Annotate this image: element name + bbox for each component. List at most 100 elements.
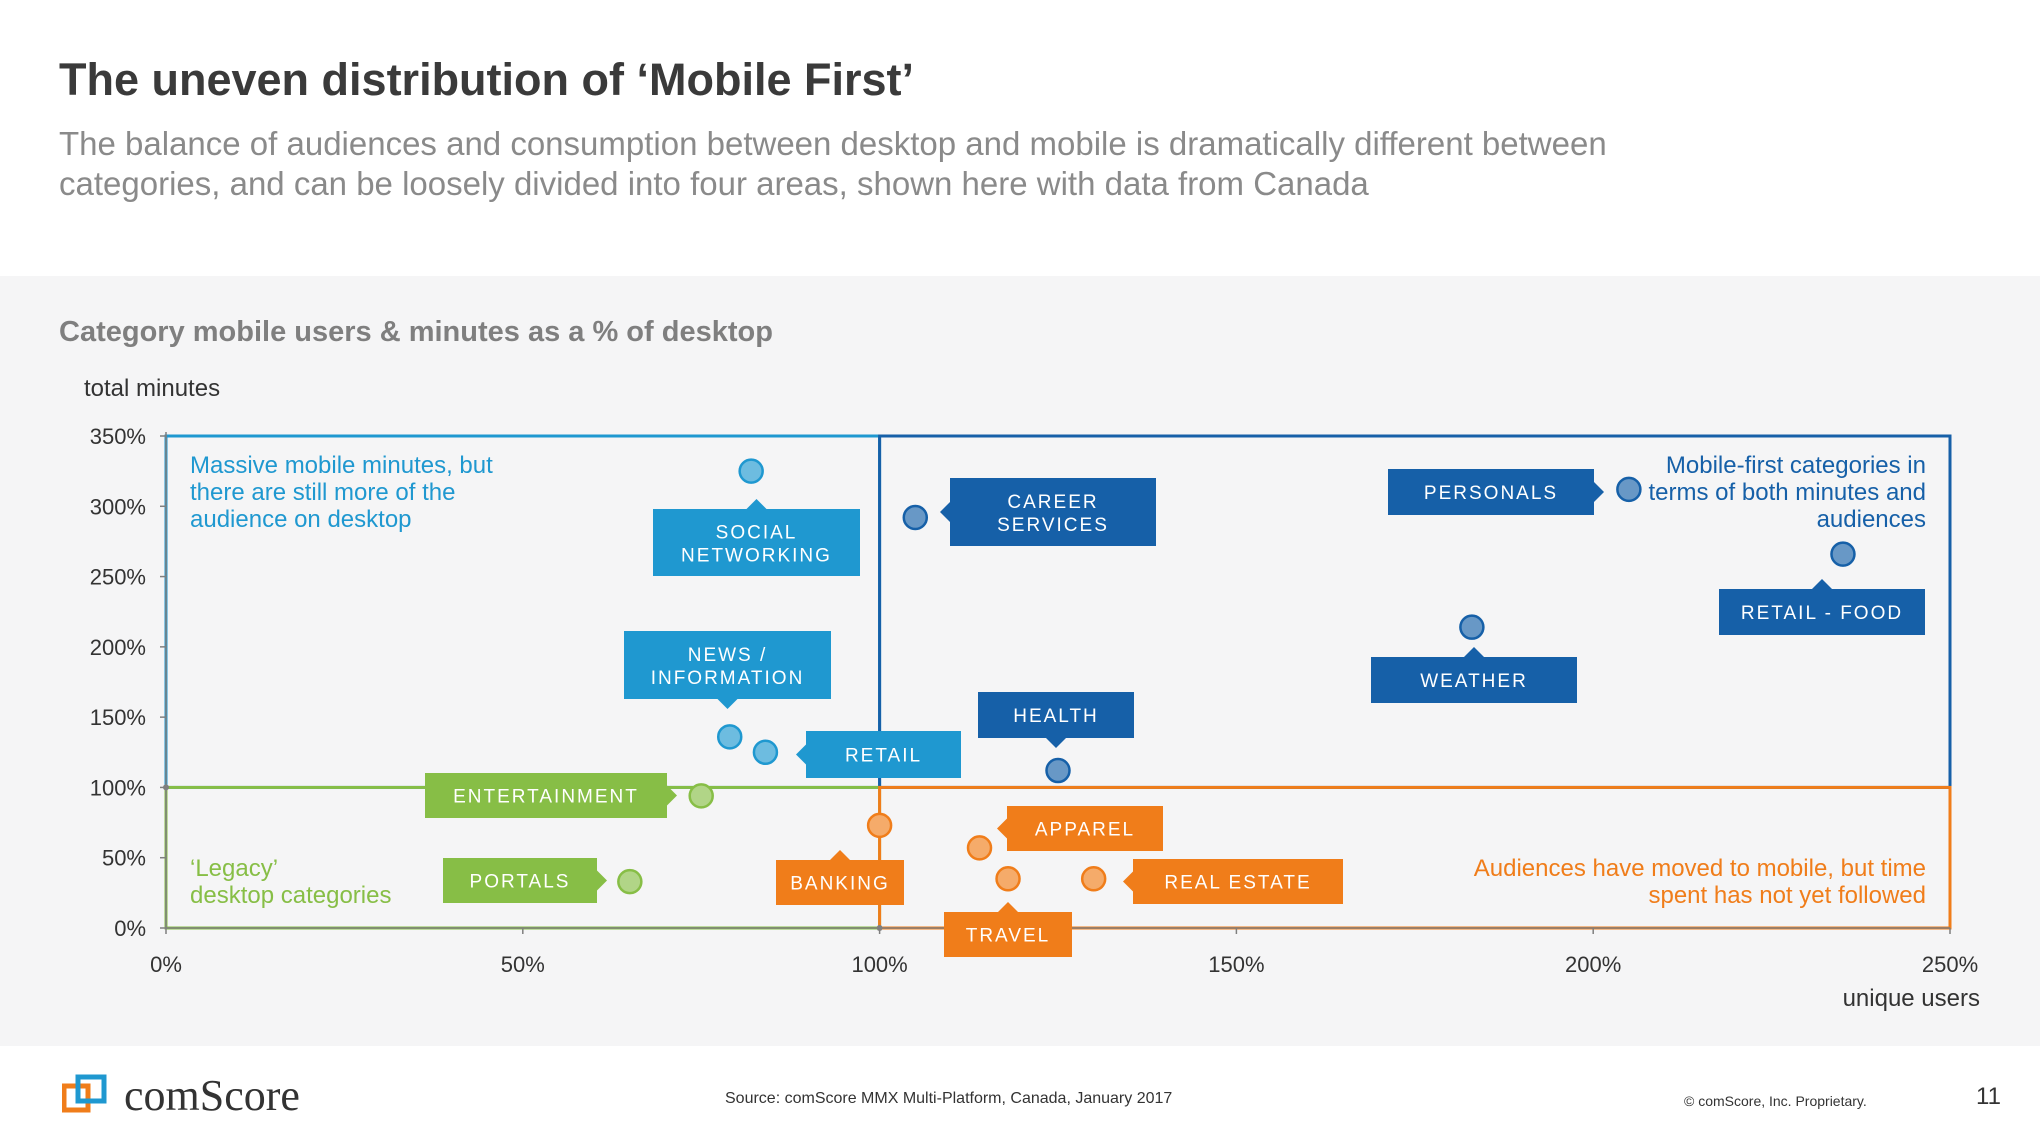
callout-label: CAREER SERVICES — [997, 492, 1109, 536]
callout-career-services: CAREER SERVICES — [940, 478, 1156, 546]
callout-label: RETAIL - FOOD — [1741, 603, 1903, 624]
point-travel — [995, 866, 1021, 892]
chart-title: Category mobile users & minutes as a % o… — [59, 316, 773, 348]
callout-box — [653, 509, 860, 576]
quadrant-label-top-right: Mobile-first categories in terms of both … — [1649, 452, 1926, 533]
callout-label: NEWS / INFORMATION — [651, 645, 805, 689]
callout-label: BANKING — [790, 874, 890, 895]
callout-box — [978, 692, 1134, 738]
callout-label: REAL ESTATE — [1164, 873, 1311, 894]
quadrant-label-bottom-left: ‘Legacy’ desktop categories — [190, 855, 391, 909]
callout-box — [1388, 469, 1594, 515]
callout-label: SOCIAL NETWORKING — [681, 523, 832, 567]
callout-real-estate: REAL ESTATE — [1123, 859, 1343, 904]
y-tick-label: 150% — [90, 705, 146, 730]
callout-box — [425, 773, 667, 818]
callout-travel: TRAVEL — [944, 902, 1072, 957]
callout-box — [443, 858, 597, 903]
callout-box — [1007, 806, 1163, 851]
callout-pointer — [746, 499, 767, 509]
point-entertainment — [688, 783, 714, 809]
point-retail-food — [1830, 541, 1856, 567]
y-tick-label: 0% — [114, 916, 146, 941]
callout-weather: WEATHER — [1371, 647, 1577, 703]
copyright-note: © comScore, Inc. Proprietary. — [1684, 1093, 1867, 1109]
page-number: 11 — [1976, 1083, 2001, 1110]
callout-pointer — [717, 699, 738, 709]
axis-marker — [876, 925, 883, 931]
comscore-logo-icon — [62, 1074, 107, 1113]
callout-label: HEALTH — [1013, 706, 1099, 727]
point-portals — [617, 868, 643, 895]
point-real-estate — [1080, 866, 1107, 892]
y-tick-label: 200% — [90, 635, 146, 660]
point-banking — [866, 812, 893, 839]
callout-pointer — [597, 870, 607, 891]
callout-retail: RETAIL — [796, 731, 961, 778]
y-tick-label: 350% — [90, 424, 146, 449]
callout-pointer — [667, 785, 677, 806]
point-news-information — [716, 724, 743, 750]
callout-label: WEATHER — [1420, 671, 1528, 692]
axis-marker — [163, 784, 169, 791]
callout-box — [776, 860, 904, 905]
page-title: The uneven distribution of ‘Mobile First… — [59, 54, 914, 105]
callout-pointer — [830, 850, 850, 860]
category-callouts: SOCIAL NETWORKING NEWS / INFORMATION RETAIL C… — [425, 469, 1925, 957]
page-subtitle: The balance of audiences and consumption… — [59, 125, 1607, 202]
callout-apparel: APPAREL — [997, 806, 1163, 851]
y-tick-label: 250% — [90, 565, 146, 590]
callout-box — [950, 478, 1156, 546]
point-personals — [1616, 476, 1642, 503]
callout-label: ENTERTAINMENT — [453, 787, 639, 808]
callout-pointer — [1812, 579, 1832, 589]
callout-pointer — [998, 902, 1018, 912]
x-tick-label: 250% — [1922, 952, 1978, 977]
y-tick-label: 300% — [90, 494, 146, 519]
x-tick-label: 150% — [1208, 952, 1264, 977]
callout-pointer — [997, 818, 1007, 839]
callout-box — [624, 631, 831, 699]
callout-box — [1133, 859, 1343, 904]
callout-health: HEALTH — [978, 692, 1134, 748]
point-social-networking — [738, 458, 764, 484]
y-axis-label: total minutes — [84, 375, 220, 402]
callout-label: TRAVEL — [966, 926, 1051, 947]
x-tick-label: 0% — [150, 952, 182, 977]
callout-box — [944, 912, 1072, 957]
callout-label: RETAIL — [845, 746, 922, 767]
comscore-logo-text: comScore — [124, 1071, 300, 1120]
x-tick-label: 100% — [851, 952, 907, 977]
callout-label: PORTALS — [470, 872, 571, 893]
source-note: Source: comScore MMX Multi-Platform, Can… — [725, 1090, 1173, 1107]
x-tick-label: 200% — [1565, 952, 1621, 977]
quadrant-label-top-left: Massive mobile minutes, but there are sti… — [190, 452, 493, 533]
callout-retail-food: RETAIL - FOOD — [1719, 579, 1925, 635]
callout-label: PERSONALS — [1424, 483, 1558, 504]
callout-news-information: NEWS / INFORMATION — [624, 631, 831, 709]
callout-pointer — [940, 502, 950, 522]
point-career-services — [902, 504, 929, 531]
callout-banking: BANKING — [776, 850, 904, 905]
callout-pointer — [1123, 871, 1133, 892]
callout-personals: PERSONALS — [1388, 469, 1604, 515]
data-points — [617, 458, 1856, 895]
y-tick-label: 50% — [102, 846, 146, 871]
callout-box — [806, 731, 961, 778]
callout-social-networking: SOCIAL NETWORKING — [653, 499, 860, 576]
callout-pointer — [1464, 647, 1484, 657]
point-weather — [1459, 614, 1485, 640]
x-axis-label: unique users — [1843, 985, 1980, 1012]
callout-pointer — [1594, 482, 1604, 502]
callout-box — [1371, 657, 1577, 703]
callout-pointer — [796, 744, 806, 765]
point-retail — [752, 739, 779, 766]
quadrant-label-bottom-right: Audiences have moved to mobile, but time… — [1474, 855, 1926, 909]
y-tick-label: 100% — [90, 775, 146, 800]
callout-label: APPAREL — [1035, 820, 1135, 841]
quadrant-labels: Massive mobile minutes, but there are sti… — [190, 452, 1926, 909]
point-health — [1045, 757, 1071, 784]
x-tick-label: 50% — [501, 952, 545, 977]
callout-box — [1719, 589, 1925, 635]
